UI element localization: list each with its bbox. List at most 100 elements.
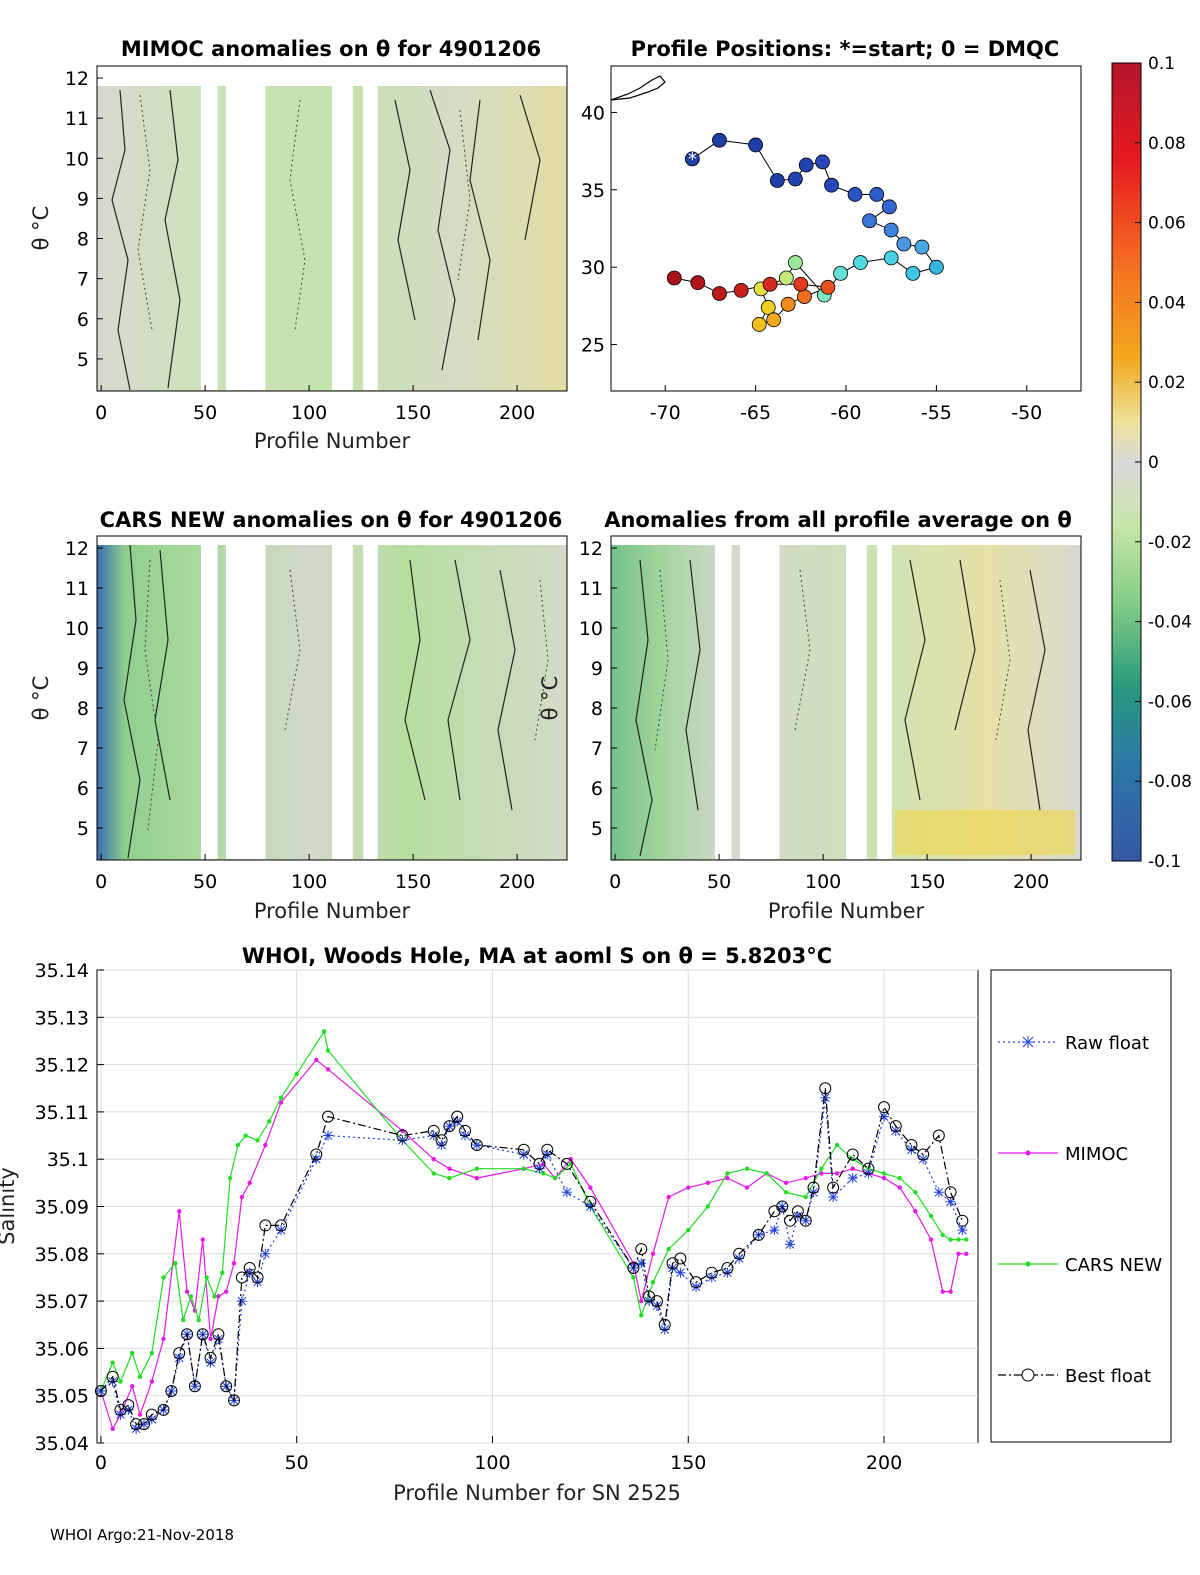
data-point	[451, 1110, 464, 1123]
ytick-label: 9	[77, 658, 89, 680]
data-point	[561, 1187, 572, 1198]
data-point	[251, 1271, 264, 1284]
data-point	[235, 1271, 248, 1284]
track-point	[666, 270, 682, 286]
data-point	[474, 1166, 480, 1171]
data-point	[247, 1180, 252, 1186]
ytick-label: 8	[591, 698, 603, 720]
data-point	[138, 1419, 149, 1430]
xtick-label: 200	[866, 1452, 902, 1474]
data-point	[436, 1140, 447, 1151]
data-point	[200, 1237, 205, 1242]
xtick-label: 150	[670, 1452, 706, 1474]
ytick-label: 9	[591, 658, 603, 680]
legend-item: MIMOC	[998, 1144, 1128, 1165]
colorbar-tick-label: -0.02	[1148, 533, 1192, 553]
ytick-label: 5	[77, 349, 89, 371]
avg-contours	[635, 559, 1046, 857]
data-point	[913, 1209, 918, 1214]
mimoc-gaps	[200, 67, 378, 390]
data-point	[428, 1130, 439, 1141]
track-point	[815, 154, 830, 170]
legend-marker	[1025, 1150, 1031, 1156]
xtick-label: 150	[395, 871, 431, 893]
data-point	[690, 1276, 703, 1289]
data-point	[862, 1162, 875, 1175]
positions-yticks: 40 35 30 25	[581, 102, 617, 357]
data-point	[196, 1328, 209, 1341]
data-point	[275, 1219, 288, 1232]
data-point	[542, 1149, 553, 1160]
data-point	[819, 1082, 832, 1095]
cars-xlabel: Profile Number	[254, 899, 411, 923]
data-point	[560, 1157, 573, 1170]
ytick-label: 35.06	[35, 1338, 89, 1360]
colorbar-tick-label: -0.1	[1148, 852, 1181, 872]
data-point	[785, 1239, 796, 1250]
data-point	[321, 1029, 327, 1034]
xtick-label: 100	[291, 402, 327, 424]
mimoc-title: MIMOC anomalies on θ for 4901206	[121, 37, 541, 61]
data-point	[181, 1328, 194, 1341]
data-point	[220, 1380, 233, 1393]
data-point	[314, 1057, 319, 1063]
xtick-label: -70	[650, 402, 681, 424]
data-point	[650, 1279, 656, 1285]
ytick-label: 35.07	[35, 1291, 89, 1313]
cars-contours	[123, 544, 516, 859]
heatmap-gap	[739, 537, 780, 859]
track-point	[787, 171, 803, 187]
data-point	[639, 1298, 644, 1304]
data-point	[470, 1139, 483, 1152]
avg-heatmap	[611, 537, 1081, 860]
data-point	[311, 1154, 322, 1165]
legend-label: Raw float	[1065, 1033, 1149, 1054]
xtick-label: 100	[805, 871, 841, 893]
data-point	[188, 1380, 201, 1393]
data-point	[890, 1125, 901, 1136]
xtick-label: 0	[95, 1452, 107, 1474]
coastline	[610, 75, 666, 101]
data-point	[828, 1192, 839, 1203]
data-point	[123, 1404, 134, 1415]
ytick-label: 8	[77, 229, 89, 251]
data-point	[792, 1210, 803, 1221]
avg-xlabel: Profile Number	[768, 899, 925, 923]
cars-yticks: 12 11 10 9 8 7 6 5	[65, 538, 103, 840]
data-point	[686, 1185, 691, 1190]
avg-xticks: 0 50 100 150 200	[609, 854, 1049, 893]
colorbar-tick-label: 0.08	[1148, 134, 1186, 154]
data-point	[184, 1289, 190, 1294]
ytick-label: 8	[77, 698, 89, 720]
ytick-label: 6	[591, 778, 603, 800]
data-point	[188, 1294, 194, 1299]
panel-salinity: WHOI, Woods Hole, MA at aoml S on θ = 5.…	[0, 944, 1172, 1505]
data-point	[948, 1237, 953, 1242]
data-point	[803, 1194, 808, 1200]
panel-positions: Profile Positions: *=start; 0 = DMQC * 4…	[581, 37, 1082, 424]
data-point	[427, 1124, 440, 1137]
legend-marker	[1022, 1036, 1034, 1048]
data-point	[881, 1175, 887, 1181]
ytick-label: 11	[579, 578, 603, 600]
ytick-label: 12	[65, 68, 89, 90]
data-point	[534, 1163, 545, 1174]
data-point	[396, 1129, 409, 1142]
data-point	[964, 1237, 969, 1242]
heatmap-gap	[332, 67, 353, 390]
xtick-label: -55	[921, 402, 952, 424]
track-point	[778, 270, 794, 286]
cars-gaps	[200, 537, 378, 859]
track-point	[896, 236, 912, 252]
data-point	[706, 1272, 717, 1283]
data-point	[397, 1135, 408, 1146]
track-point	[914, 239, 930, 255]
ytick-label: 35.09	[35, 1197, 89, 1219]
data-point	[650, 1251, 656, 1257]
data-point	[106, 1370, 119, 1383]
data-point	[447, 1175, 452, 1181]
data-point	[310, 1148, 323, 1161]
data-point	[783, 1190, 789, 1195]
positions-xticks: -70 -65 -60 -55 -50	[650, 385, 1042, 424]
positions-title: Profile Positions: *=start; 0 = DMQC	[631, 37, 1060, 61]
